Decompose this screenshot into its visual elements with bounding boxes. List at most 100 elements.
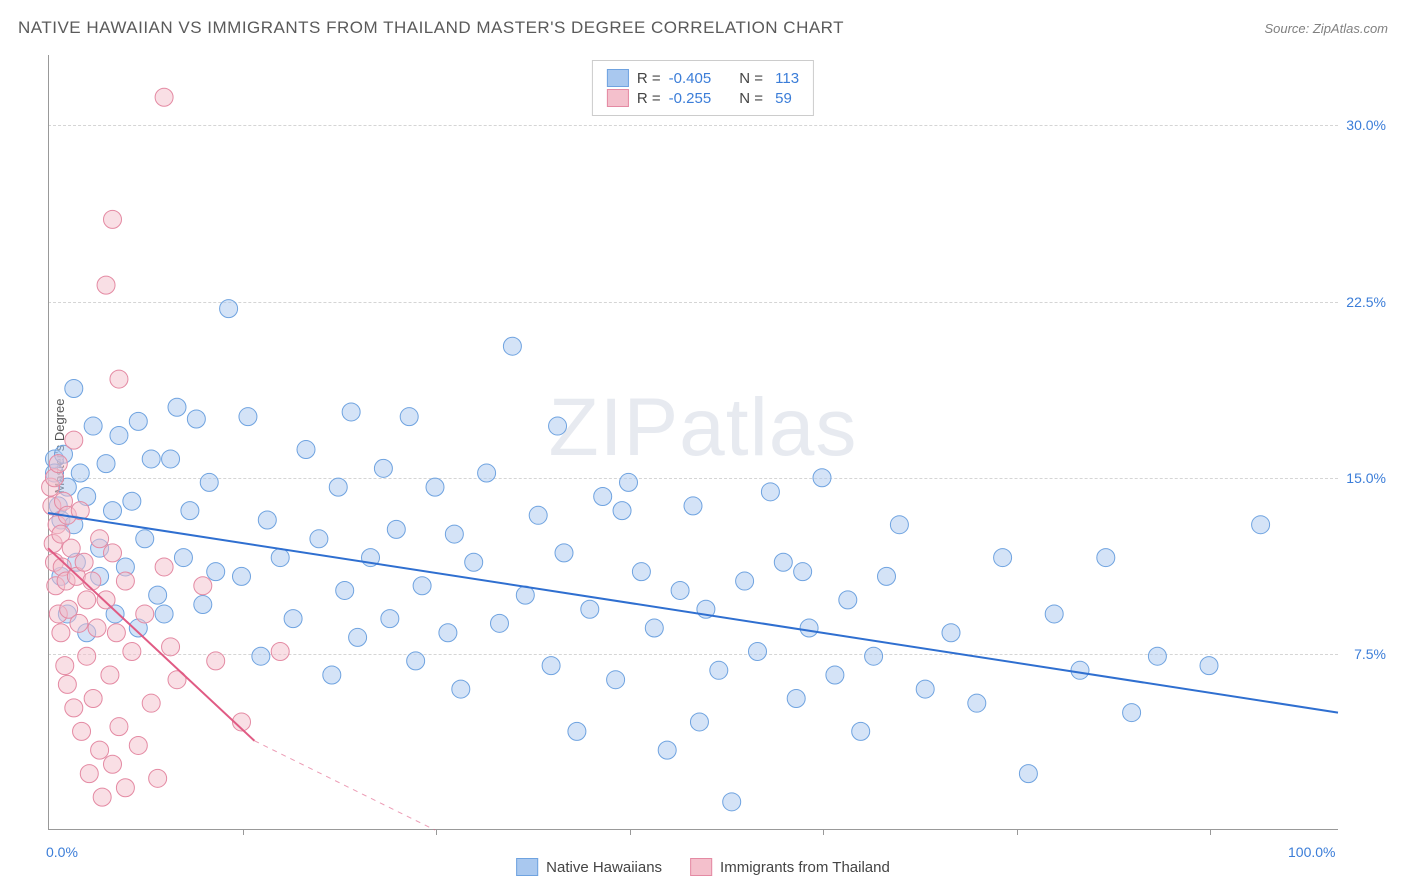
data-point bbox=[56, 657, 74, 675]
data-point bbox=[284, 610, 302, 628]
data-point bbox=[104, 502, 122, 520]
trend-line-extrapolated bbox=[254, 741, 435, 830]
data-point bbox=[52, 624, 70, 642]
data-point bbox=[84, 417, 102, 435]
data-point bbox=[258, 511, 276, 529]
data-point bbox=[187, 410, 205, 428]
data-point bbox=[73, 722, 91, 740]
series-legend: Native Hawaiians Immigrants from Thailand bbox=[516, 858, 890, 876]
data-point bbox=[323, 666, 341, 684]
data-point bbox=[174, 549, 192, 567]
data-point bbox=[736, 572, 754, 590]
data-point bbox=[723, 793, 741, 811]
data-point bbox=[774, 553, 792, 571]
data-point bbox=[529, 506, 547, 524]
data-point bbox=[387, 520, 405, 538]
data-point bbox=[271, 549, 289, 567]
data-point bbox=[1045, 605, 1063, 623]
source-attribution: Source: ZipAtlas.com bbox=[1264, 21, 1388, 36]
series-name: Immigrants from Thailand bbox=[720, 859, 890, 876]
data-point bbox=[155, 558, 173, 576]
data-point bbox=[65, 431, 83, 449]
data-point bbox=[684, 497, 702, 515]
r-label: R = bbox=[637, 90, 661, 107]
data-point bbox=[65, 699, 83, 717]
data-point bbox=[123, 643, 141, 661]
legend-swatch bbox=[516, 858, 538, 876]
data-point bbox=[88, 619, 106, 637]
data-point bbox=[439, 624, 457, 642]
data-point bbox=[516, 586, 534, 604]
data-point bbox=[671, 581, 689, 599]
data-point bbox=[813, 469, 831, 487]
data-point bbox=[107, 624, 125, 642]
data-point bbox=[123, 492, 141, 510]
data-point bbox=[97, 455, 115, 473]
data-point bbox=[645, 619, 663, 637]
n-label: N = bbox=[739, 70, 763, 87]
data-point bbox=[800, 619, 818, 637]
data-point bbox=[1252, 516, 1270, 534]
data-point bbox=[549, 417, 567, 435]
data-point bbox=[749, 643, 767, 661]
data-point bbox=[1200, 657, 1218, 675]
data-point bbox=[104, 210, 122, 228]
data-point bbox=[142, 450, 160, 468]
data-point bbox=[101, 666, 119, 684]
data-point bbox=[852, 722, 870, 740]
data-point bbox=[149, 769, 167, 787]
data-point bbox=[71, 464, 89, 482]
data-point bbox=[233, 567, 251, 585]
data-point bbox=[381, 610, 399, 628]
data-point bbox=[607, 671, 625, 689]
data-point bbox=[413, 577, 431, 595]
data-point bbox=[194, 596, 212, 614]
series-legend-item: Immigrants from Thailand bbox=[690, 858, 890, 876]
data-point bbox=[80, 765, 98, 783]
r-value: -0.405 bbox=[669, 70, 712, 87]
data-point bbox=[632, 563, 650, 581]
data-point bbox=[555, 544, 573, 562]
data-point bbox=[97, 591, 115, 609]
data-point bbox=[271, 643, 289, 661]
data-point bbox=[194, 577, 212, 595]
data-point bbox=[200, 473, 218, 491]
trend-line bbox=[48, 513, 1338, 713]
data-point bbox=[826, 666, 844, 684]
data-point bbox=[620, 473, 638, 491]
data-point bbox=[310, 530, 328, 548]
data-point bbox=[181, 502, 199, 520]
data-point bbox=[710, 661, 728, 679]
data-point bbox=[155, 605, 173, 623]
data-point bbox=[542, 657, 560, 675]
data-point bbox=[994, 549, 1012, 567]
data-point bbox=[581, 600, 599, 618]
data-point bbox=[78, 647, 96, 665]
data-point bbox=[613, 502, 631, 520]
data-point bbox=[942, 624, 960, 642]
series-name: Native Hawaiians bbox=[546, 859, 662, 876]
data-point bbox=[110, 370, 128, 388]
series-legend-item: Native Hawaiians bbox=[516, 858, 662, 876]
stats-row: R =-0.255N = 59 bbox=[607, 89, 799, 107]
stats-row: R =-0.405N = 113 bbox=[607, 69, 799, 87]
legend-swatch bbox=[607, 69, 629, 87]
data-point bbox=[116, 779, 134, 797]
data-point bbox=[104, 755, 122, 773]
data-point bbox=[62, 539, 80, 557]
r-value: -0.255 bbox=[669, 90, 712, 107]
data-point bbox=[878, 567, 896, 585]
data-point bbox=[162, 450, 180, 468]
data-point bbox=[491, 614, 509, 632]
data-point bbox=[110, 718, 128, 736]
data-point bbox=[568, 722, 586, 740]
data-point bbox=[220, 300, 238, 318]
data-point bbox=[93, 788, 111, 806]
data-point bbox=[342, 403, 360, 421]
data-point bbox=[49, 455, 67, 473]
data-point bbox=[465, 553, 483, 571]
data-point bbox=[349, 628, 367, 646]
data-point bbox=[83, 572, 101, 590]
data-point bbox=[374, 459, 392, 477]
n-value: 113 bbox=[771, 70, 799, 87]
